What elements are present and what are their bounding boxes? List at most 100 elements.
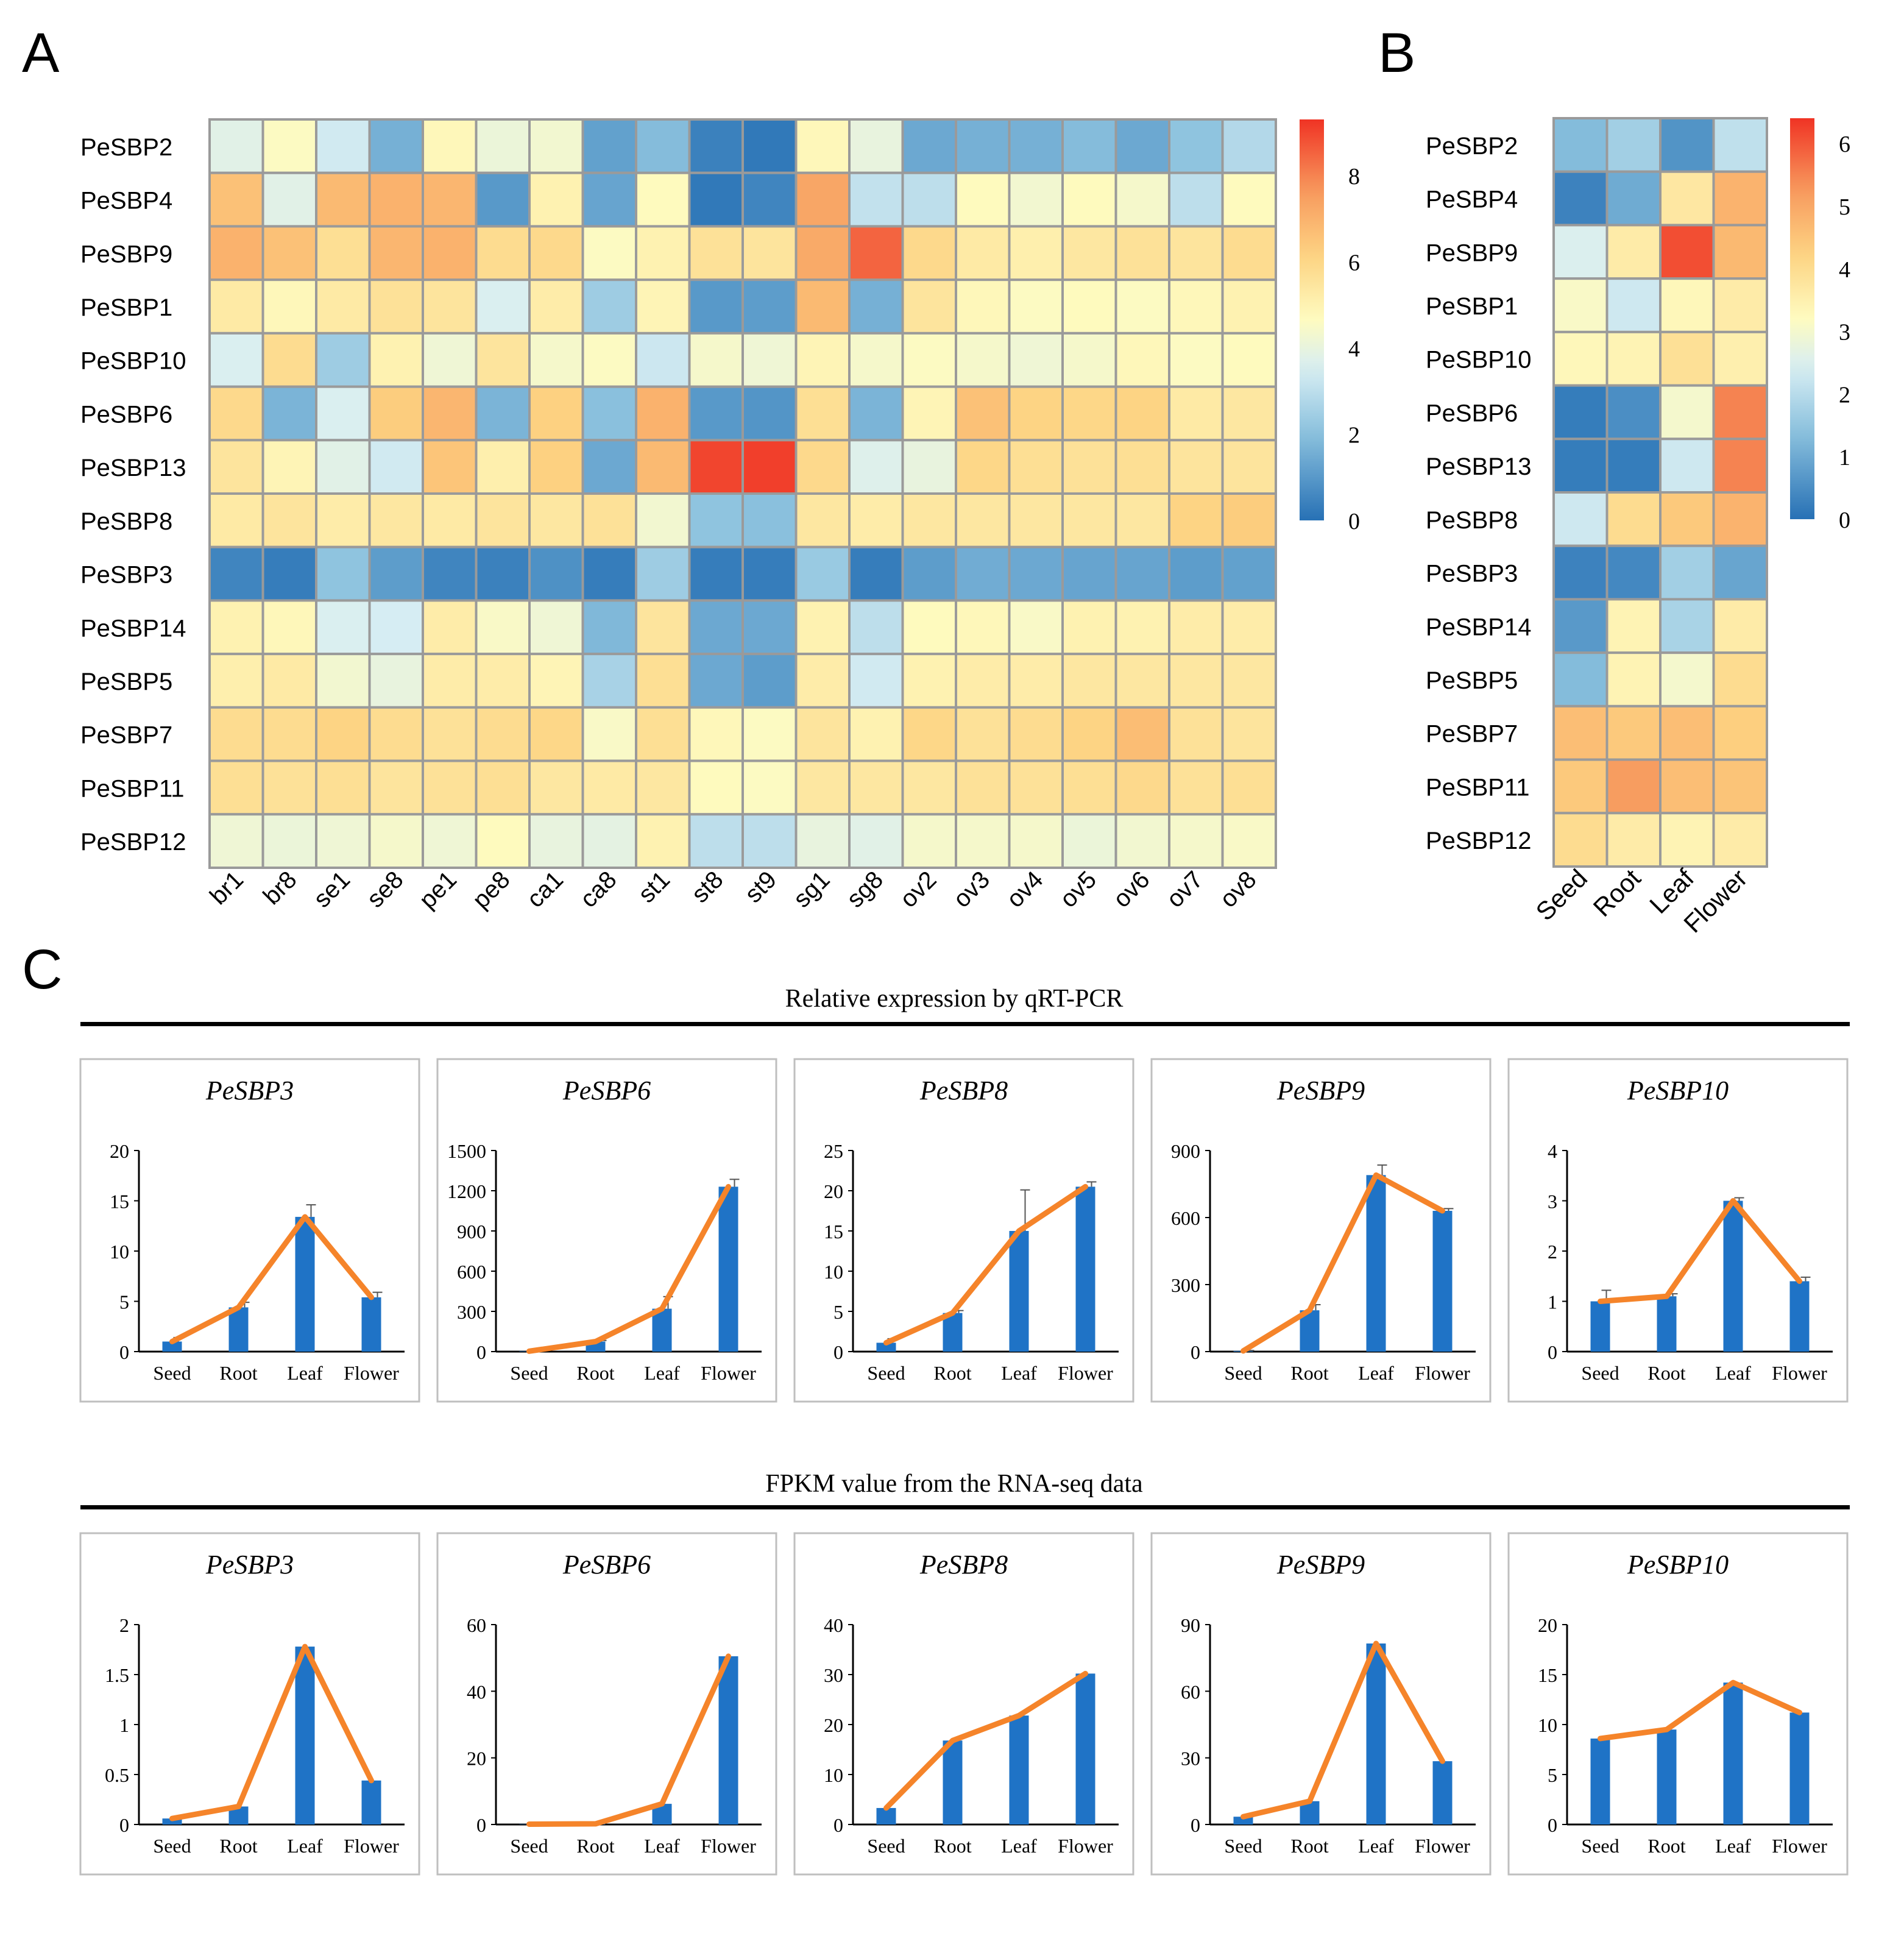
heatmap-cell-pesbp13-br1 — [208, 439, 264, 495]
heatmap-cell-pesbp6-ov8 — [1221, 385, 1277, 442]
heatmap-row-label: PeSBP4 — [80, 188, 172, 215]
y-tick-label: 1.5 — [105, 1664, 129, 1686]
x-tick-label: Leaf — [287, 1362, 323, 1384]
heatmap-cell-pesbp4-ov6 — [1114, 171, 1170, 228]
heatmap-row-label: PeSBP7 — [80, 722, 172, 749]
heatmap-cell-pesbp5-se1 — [315, 653, 371, 709]
y-tick-label: 2 — [1548, 1241, 1557, 1263]
heatmap-cell-pesbp13-seed — [1552, 438, 1608, 494]
x-tick-label: Leaf — [644, 1835, 680, 1857]
heatmap-cell-pesbp4-seed — [1552, 170, 1608, 227]
heatmap-cell-pesbp13-ca1 — [528, 439, 584, 495]
x-tick-label: Leaf — [644, 1362, 680, 1384]
x-tick-label: Seed — [510, 1362, 548, 1384]
heatmap-a: PeSBP2 PeSBP4 PeSBP9 PeSBP1 PeSBP10 PeSBP6 PeS… — [80, 118, 1360, 914]
trend-line — [1598, 1198, 1802, 1304]
y-tick-label: 0 — [1191, 1341, 1200, 1363]
heatmap-cell-pesbp11-ov8 — [1221, 759, 1277, 816]
x-tick-label: Root — [219, 1362, 257, 1384]
heatmap-cell-pesbp4-st8 — [688, 171, 744, 228]
heatmap-cell-pesbp2-sg8 — [848, 118, 904, 174]
heatmap-cell-pesbp7-root — [1605, 704, 1662, 761]
heatmap-cell-pesbp13-st1 — [635, 439, 691, 495]
heatmap-cell-pesbp8-pe1 — [422, 492, 478, 548]
heatmap-row-label: PeSBP12 — [1426, 828, 1531, 854]
y-tick-label: 10 — [1538, 1714, 1557, 1736]
heatmap-cell-pesbp1-ca1 — [528, 278, 584, 335]
y-tick-label: 600 — [1171, 1207, 1200, 1229]
y-tick-label: 0 — [119, 1341, 129, 1363]
heatmap-cell-pesbp4-st1 — [635, 171, 691, 228]
y-tick-label: 20 — [110, 1140, 129, 1162]
x-tick-label: Flower — [1772, 1362, 1827, 1384]
heatmap-cell-pesbp11-ov6 — [1114, 759, 1170, 816]
y-tick-label: 5 — [119, 1291, 129, 1313]
heatmap-cell-pesbp10-st9 — [741, 332, 798, 388]
heatmap-cell-pesbp1-sg1 — [795, 278, 851, 335]
heatmap-cell-pesbp14-root — [1605, 598, 1662, 654]
heatmap-cell-pesbp3-br8 — [261, 545, 317, 602]
heatmap-cell-pesbp1-st8 — [688, 278, 744, 335]
heatmap-cell-pesbp9-leaf — [1659, 224, 1715, 280]
heatmap-cell-pesbp7-ov8 — [1221, 706, 1277, 762]
trend-line — [169, 1214, 374, 1344]
y-tick-label: 60 — [467, 1614, 486, 1636]
colorbar — [1790, 118, 1814, 519]
colorbar-tick-label: 5 — [1839, 194, 1850, 220]
colorbar-tick-label: 8 — [1348, 164, 1360, 190]
x-tick-label: Seed — [153, 1835, 191, 1857]
bar-flower — [1432, 1761, 1453, 1824]
heatmap-cell-pesbp7-flower — [1712, 704, 1768, 761]
bar-chart-qrt-pesbp9: PeSBP9 0 300 600 900 Seed Root Leaf Flower — [1150, 1058, 1492, 1403]
bar-root — [1657, 1729, 1677, 1824]
x-tick-label: Leaf — [1715, 1362, 1751, 1384]
heatmap-cell-pesbp12-pe1 — [422, 813, 478, 870]
heatmap-cell-pesbp11-seed — [1552, 758, 1608, 815]
heatmap-cell-pesbp5-root — [1605, 651, 1662, 707]
y-tick-label: 10 — [824, 1261, 843, 1283]
bar-leaf — [295, 1216, 315, 1352]
bar-flower — [1075, 1673, 1095, 1824]
panel-label-a: A — [22, 22, 60, 84]
heatmap-cell-pesbp8-st1 — [635, 492, 691, 548]
chart-title: PeSBP6 — [562, 1550, 651, 1580]
chart-title: PeSBP8 — [919, 1550, 1008, 1580]
heatmap-cell-pesbp5-ca8 — [581, 653, 637, 709]
heatmap-cell-pesbp1-ov8 — [1221, 278, 1277, 335]
heatmap-cell-pesbp7-br8 — [261, 706, 317, 762]
chart-title: PeSBP9 — [1276, 1076, 1365, 1105]
heatmap-cell-pesbp11-leaf — [1659, 758, 1715, 815]
heatmap-cell-pesbp2-ov7 — [1168, 118, 1224, 174]
heatmap-cell-pesbp8-st9 — [741, 492, 798, 548]
heatmap-row-label: PeSBP1 — [1426, 293, 1518, 320]
y-tick-label: 20 — [824, 1180, 843, 1202]
bar-leaf — [1723, 1682, 1743, 1824]
heatmap-cell-pesbp12-sg1 — [795, 813, 851, 870]
bar-seed — [1590, 1738, 1610, 1824]
x-tick-label: Flower — [1058, 1362, 1113, 1384]
heatmap-cell-pesbp3-seed — [1552, 544, 1608, 601]
heatmap-cell-pesbp7-br1 — [208, 706, 264, 762]
heatmap-row-label: PeSBP14 — [1426, 614, 1531, 640]
heatmap-cell-pesbp5-br8 — [261, 653, 317, 709]
heatmap-cell-pesbp12-ov2 — [901, 813, 957, 870]
heatmap-cell-pesbp2-st9 — [741, 118, 798, 174]
x-tick-label: Flower — [1058, 1835, 1113, 1857]
heatmap-cell-pesbp3-ov8 — [1221, 545, 1277, 602]
y-tick-label: 25 — [824, 1140, 843, 1162]
heatmap-cell-pesbp9-ov8 — [1221, 225, 1277, 282]
heatmap-cell-pesbp10-br8 — [261, 332, 317, 388]
heatmap-cell-pesbp2-st1 — [635, 118, 691, 174]
heatmap-cell-pesbp7-ov6 — [1114, 706, 1170, 762]
heatmap-cell-pesbp1-br8 — [261, 278, 317, 335]
trend-line — [1598, 1679, 1802, 1742]
heatmap-cell-pesbp6-ca1 — [528, 385, 584, 442]
y-tick-label: 600 — [457, 1261, 486, 1283]
heatmap-cell-pesbp14-ov2 — [901, 599, 957, 656]
heatmap-cell-pesbp13-se1 — [315, 439, 371, 495]
bar-chart-qrt-pesbp3: PeSBP3 0 5 10 15 20 Seed Root Leaf Flower — [79, 1058, 420, 1403]
heatmap-cell-pesbp12-st9 — [741, 813, 798, 870]
heatmap-cell-pesbp4-pe8 — [475, 171, 531, 228]
heatmap-cell-pesbp6-leaf — [1659, 384, 1715, 441]
bar-seed — [1590, 1301, 1610, 1352]
